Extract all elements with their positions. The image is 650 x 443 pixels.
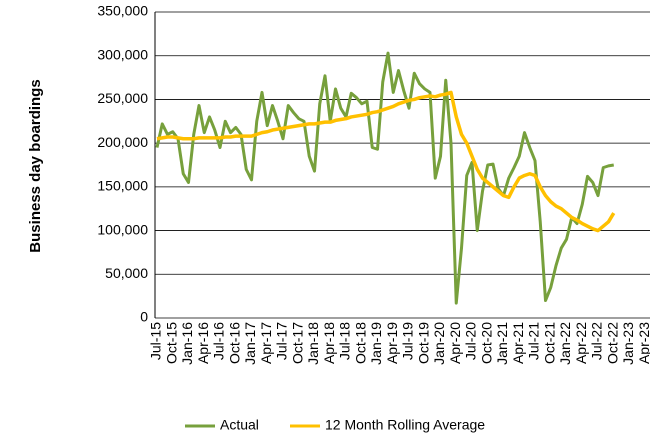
x-tick-label: Jan-18 [305, 322, 321, 365]
x-tick-label: Jan-16 [179, 322, 195, 365]
x-tick-label: Jan-19 [368, 322, 384, 365]
legend-label: Actual [220, 417, 259, 433]
x-tick-label: Jul-18 [337, 322, 353, 360]
y-tick-label: 300,000 [97, 46, 148, 62]
x-tick-label: Jul-15 [148, 322, 164, 360]
x-tick-label: Apr-21 [510, 322, 526, 364]
y-tick-label: 250,000 [97, 90, 148, 106]
x-tick-label: Apr-22 [573, 322, 589, 364]
x-tick-label: Jan-17 [242, 322, 258, 365]
y-tick-label: 350,000 [97, 3, 148, 19]
x-tick-label: Apr-20 [447, 322, 463, 364]
x-tick-label: Oct-18 [352, 322, 368, 364]
x-tick-label: Apr-23 [636, 322, 650, 364]
series-line [155, 51, 614, 305]
x-tick-label: Jul-22 [589, 322, 605, 360]
x-tick-label: Oct-15 [163, 322, 179, 364]
x-tick-label: Jan-20 [431, 322, 447, 365]
y-tick-label: 150,000 [97, 178, 148, 194]
x-tick-label: Jan-23 [620, 322, 636, 365]
x-tick-label: Oct-22 [604, 322, 620, 364]
x-tick-label: Oct-20 [478, 322, 494, 364]
x-tick-label: Jul-16 [211, 322, 227, 360]
x-tick-label: Jan-21 [494, 322, 510, 365]
y-tick-label: 50,000 [105, 265, 148, 281]
y-tick-label: 100,000 [97, 221, 148, 237]
x-tick-label: Apr-16 [195, 322, 211, 364]
x-tick-label: Apr-17 [258, 322, 274, 364]
x-tick-label: Apr-18 [321, 322, 337, 364]
x-tick-label: Oct-21 [541, 322, 557, 364]
x-tick-label: Jul-20 [463, 322, 479, 360]
series-line [156, 90, 616, 233]
y-tick-label: 200,000 [97, 134, 148, 150]
y-axis-label: Business day boardings [27, 79, 44, 252]
x-tick-label: Apr-19 [384, 322, 400, 364]
x-tick-label: Jul-21 [526, 322, 542, 360]
x-tick-label: Jul-19 [400, 322, 416, 360]
x-tick-label: Oct-19 [415, 322, 431, 364]
x-tick-label: Oct-16 [226, 322, 242, 364]
y-tick-label: 0 [140, 309, 148, 325]
legend-label: 12 Month Rolling Average [325, 417, 485, 433]
x-tick-label: Jan-22 [557, 322, 573, 365]
x-tick-label: Oct-17 [289, 322, 305, 364]
x-tick-label: Jul-17 [274, 322, 290, 360]
